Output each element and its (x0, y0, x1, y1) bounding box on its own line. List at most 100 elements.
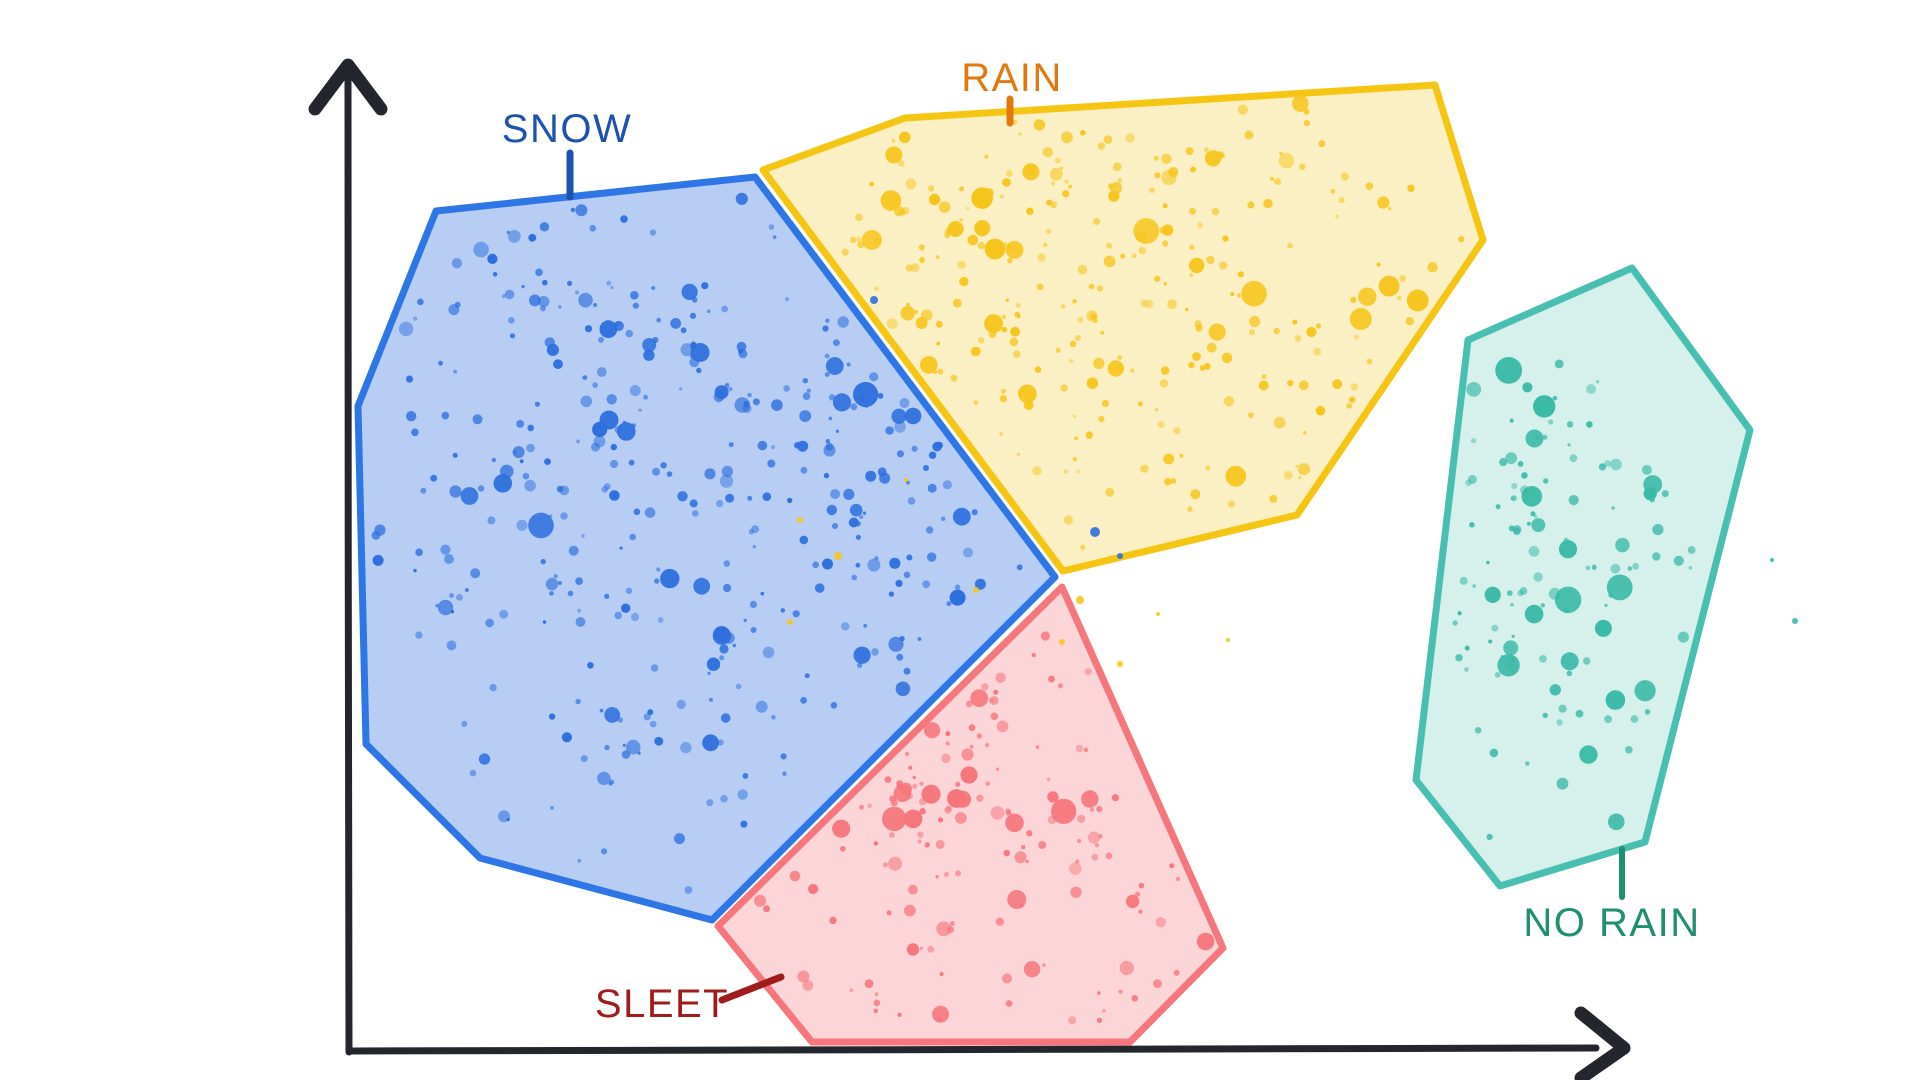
label-tick-sleet (718, 973, 785, 1004)
data-dot (1519, 587, 1528, 595)
data-dot (1558, 704, 1567, 713)
data-dot (886, 910, 892, 916)
data-dot (1688, 566, 1693, 570)
data-dot-splash (1397, 295, 1402, 301)
data-dot (444, 554, 454, 564)
x-axis (348, 1006, 1631, 1080)
data-dot (689, 357, 700, 368)
data-dot (1021, 844, 1026, 850)
data-dot (702, 734, 719, 752)
data-dot (850, 236, 857, 244)
data-dot (888, 591, 895, 597)
data-dot (859, 804, 864, 810)
cluster-label-no-rain: NO RAIN (1523, 901, 1700, 945)
data-dot-splash (912, 783, 918, 789)
data-dot (1643, 487, 1657, 501)
data-dot (1173, 427, 1181, 435)
data-dot (544, 458, 551, 465)
data-dot (593, 435, 606, 448)
data-dot (1531, 518, 1546, 533)
data-dot (728, 442, 734, 448)
data-dot (1509, 418, 1514, 423)
data-dot (864, 979, 874, 989)
data-dot (1484, 586, 1501, 604)
data-dot (1508, 525, 1515, 532)
data-dot (714, 385, 729, 400)
data-dot (1189, 257, 1205, 274)
data-dot (582, 375, 588, 380)
data-dot (1338, 197, 1345, 204)
data-dot (1604, 603, 1608, 608)
data-dot (1586, 421, 1593, 428)
data-dot (747, 495, 753, 501)
data-dot (461, 720, 468, 727)
data-dot (787, 497, 793, 504)
data-dot (1040, 631, 1050, 641)
data-dot (1002, 973, 1012, 984)
data-dot (906, 554, 913, 561)
data-dot (966, 206, 970, 211)
data-dot (1292, 319, 1298, 325)
data-dot (690, 342, 698, 350)
data-dot-splash (1295, 465, 1299, 468)
data-dot (650, 664, 659, 672)
data-dot (771, 445, 775, 450)
data-dot (1106, 242, 1113, 249)
data-dot (799, 410, 812, 422)
data-dot (903, 809, 923, 829)
data-dot (610, 285, 614, 290)
region-sleet (714, 583, 1227, 1046)
data-dot (763, 905, 771, 913)
data-dot (630, 612, 640, 622)
data-dot (740, 820, 748, 828)
data-dot (430, 474, 438, 482)
data-dot (1111, 794, 1119, 802)
data-dot (1076, 838, 1082, 844)
data-dot (1119, 960, 1135, 976)
data-dot (885, 426, 894, 435)
data-dot (1687, 546, 1696, 554)
data-dot (1096, 285, 1104, 292)
data-dot-splash (724, 383, 730, 389)
data-dot (693, 577, 711, 595)
data-dot-splash (933, 369, 938, 375)
data-dot (1642, 681, 1647, 685)
data-dot-splash (654, 578, 660, 584)
data-dot (1137, 401, 1143, 407)
data-dot (1495, 357, 1523, 384)
data-dot (524, 479, 536, 492)
data-dot (935, 875, 939, 879)
data-dot (411, 428, 419, 437)
data-dot (1283, 470, 1293, 480)
data-dot-splash (719, 655, 725, 661)
data-dot (1297, 463, 1311, 476)
data-dot-splash (1189, 273, 1193, 277)
data-dot (1522, 382, 1533, 393)
data-dot (1524, 604, 1544, 624)
data-dot-splash (1006, 810, 1012, 816)
data-dot (1506, 590, 1513, 596)
data-dot (973, 400, 979, 405)
data-dot (940, 516, 946, 521)
data-dot (896, 653, 904, 661)
data-dot (1026, 207, 1034, 215)
data-dot (1006, 170, 1013, 177)
data-dot (960, 766, 978, 784)
data-dot (581, 534, 585, 538)
data-dot-splash (824, 353, 830, 359)
data-dot (1287, 242, 1293, 249)
data-dot (802, 980, 814, 991)
data-dot (1521, 472, 1528, 479)
data-dot (792, 610, 800, 618)
data-dot (1072, 414, 1077, 418)
data-dot (681, 283, 698, 300)
data-dot (417, 298, 424, 306)
data-dot (897, 1012, 902, 1018)
data-dot (485, 618, 494, 628)
data-dot (1076, 469, 1080, 474)
data-dot (545, 577, 559, 591)
data-dot (1365, 182, 1374, 190)
data-dot (895, 579, 903, 588)
data-dot (1090, 313, 1097, 320)
data-dot (630, 291, 639, 300)
